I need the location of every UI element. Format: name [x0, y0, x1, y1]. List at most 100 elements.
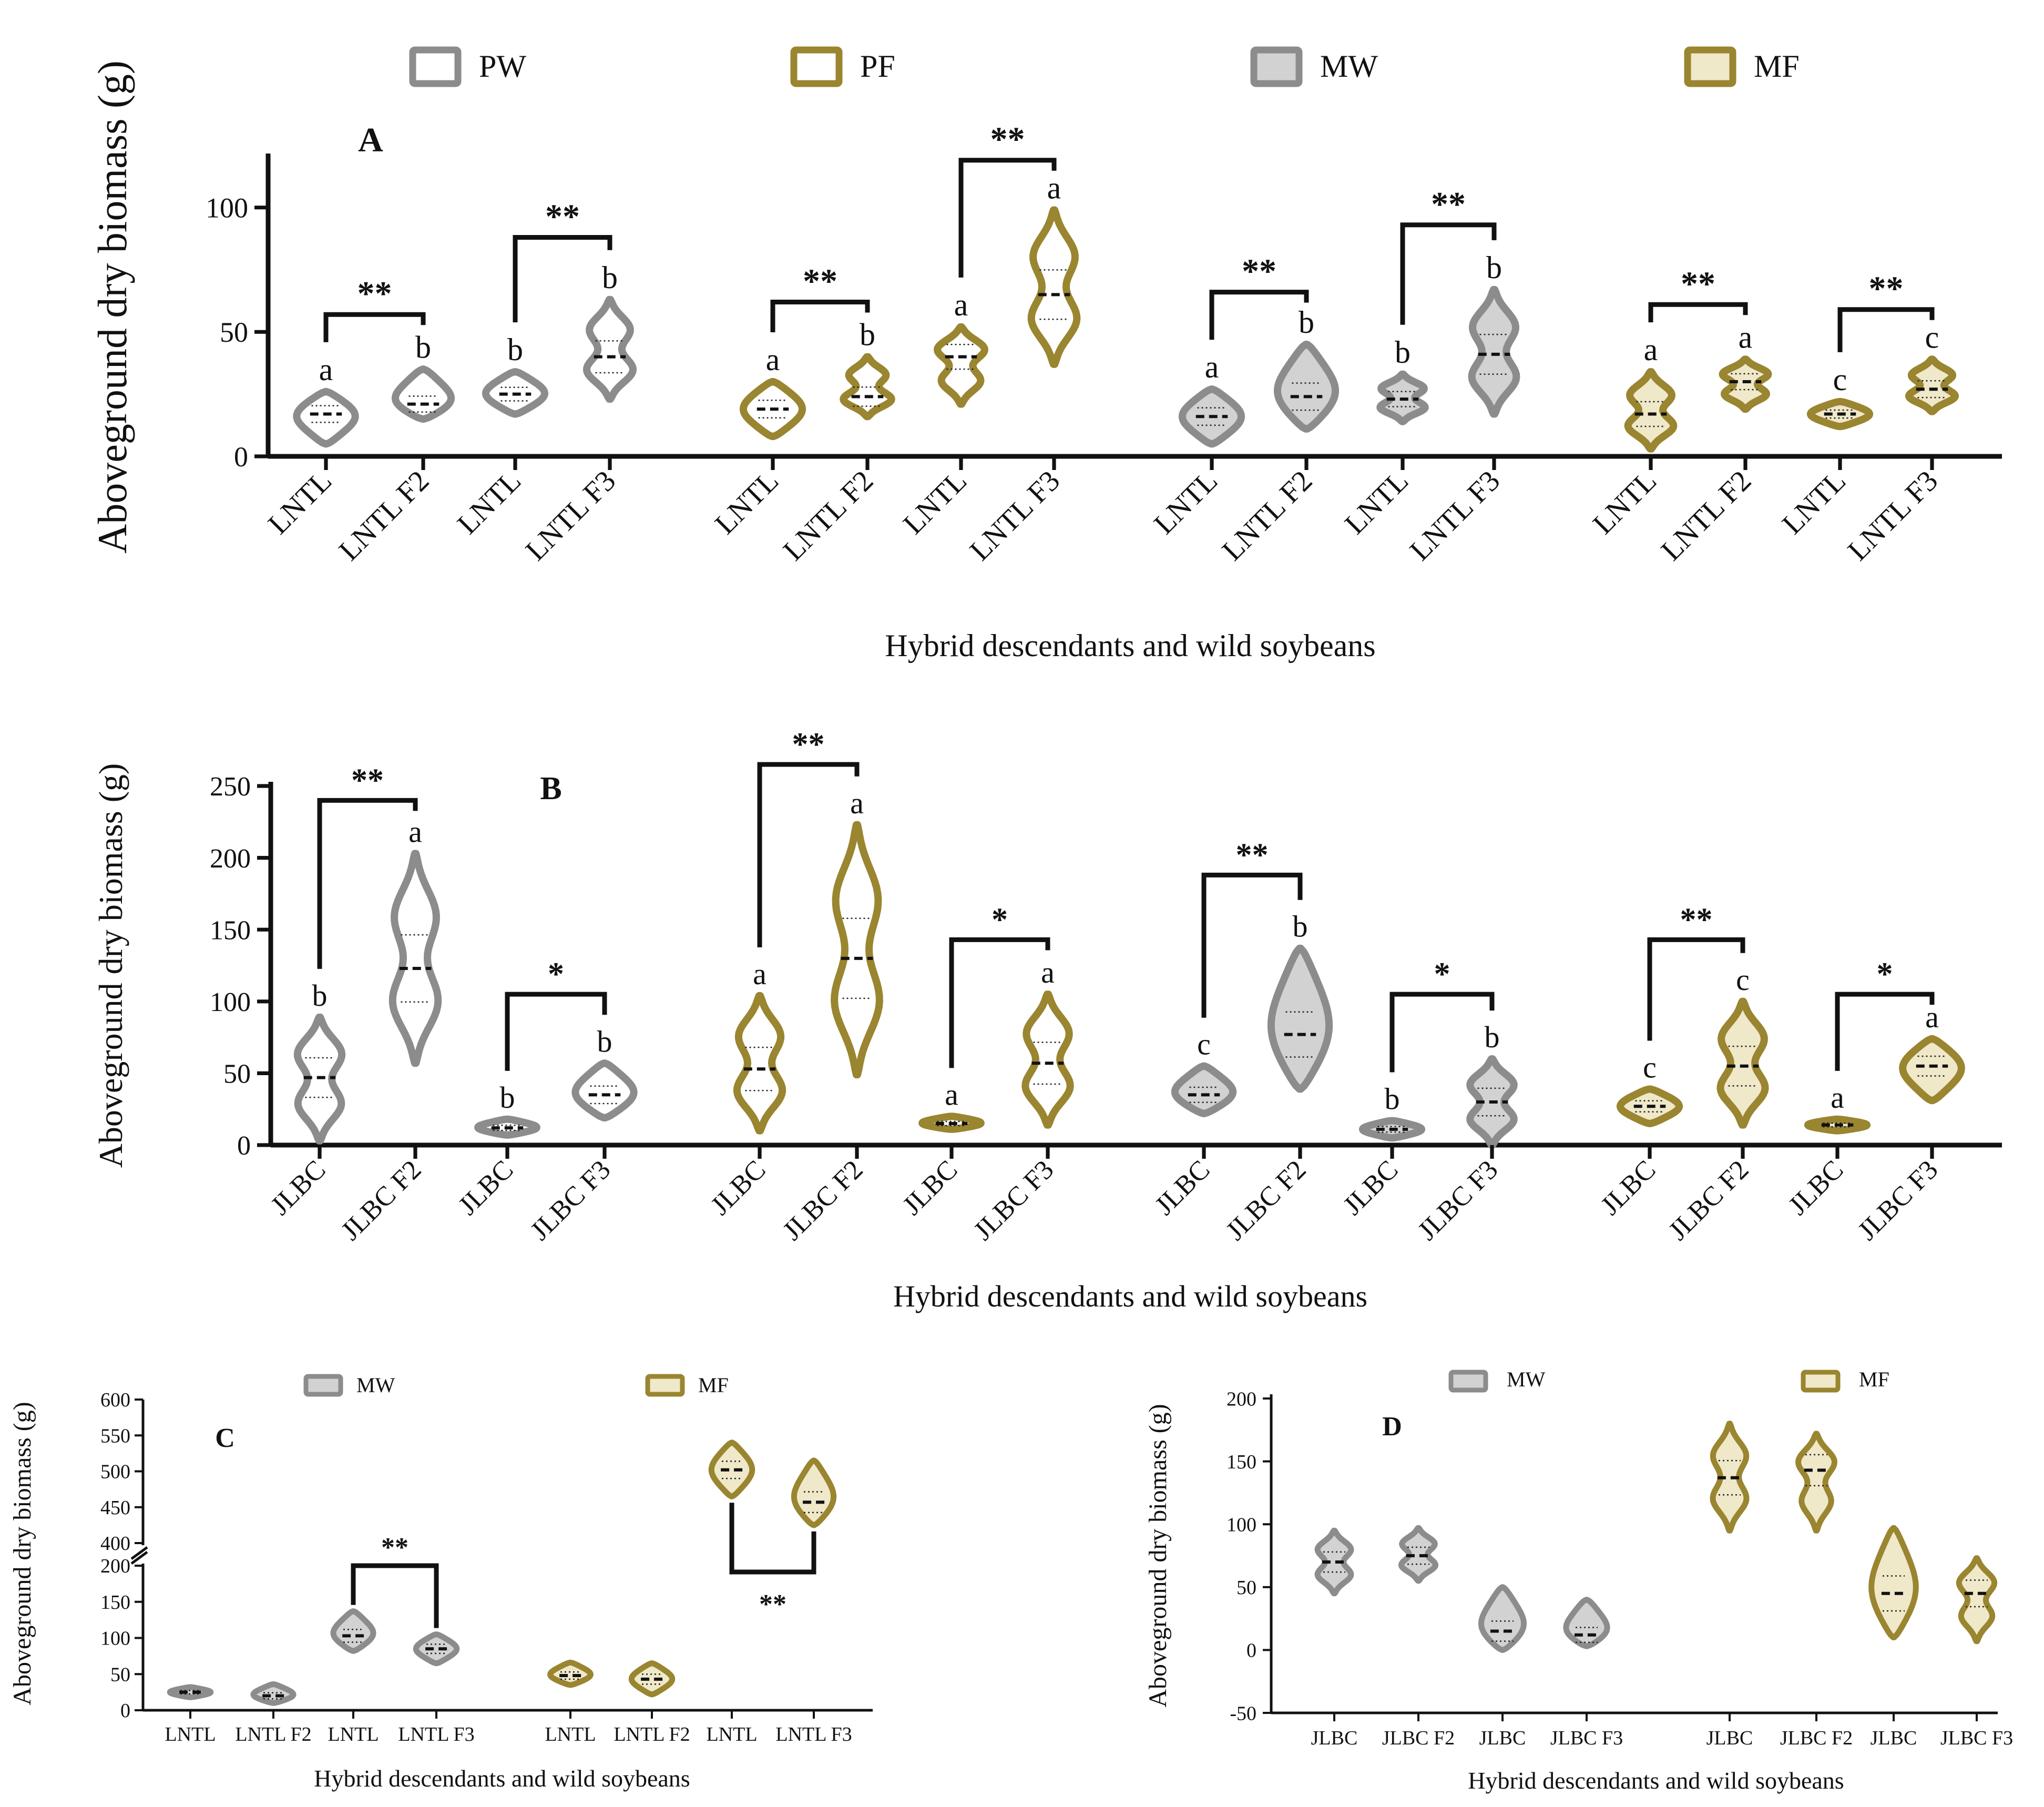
violin-5 — [739, 378, 806, 441]
x-tick-label: JLBC F2 — [1780, 1727, 1853, 1749]
group-letter: a — [850, 786, 864, 820]
y-tick-label: 50 — [223, 1059, 251, 1089]
y-tick-label: 500 — [100, 1461, 130, 1483]
y-tick-label: 0 — [1246, 1640, 1256, 1662]
violin-body — [1267, 944, 1333, 1093]
violin-body — [1905, 355, 1959, 415]
violin-body — [934, 323, 988, 408]
x-tick-label: LNTL F3 — [775, 1723, 852, 1745]
significance-bracket — [770, 300, 870, 332]
x-tick-label: LNTL F2 — [1655, 464, 1757, 567]
violin-5 — [1710, 1421, 1750, 1534]
violin-body — [1171, 1062, 1237, 1117]
group-letter: a — [1925, 1000, 1939, 1034]
x-tick-label: JLBC — [453, 1155, 519, 1221]
violin-body — [167, 1684, 214, 1700]
group-letter: a — [1047, 170, 1061, 205]
significance-bracket — [958, 158, 1057, 278]
x-tick-label: LNTL — [165, 1723, 216, 1745]
legend-swatch — [1801, 1370, 1841, 1393]
violin-14 — [1719, 355, 1772, 413]
significance-label: ** — [990, 120, 1025, 159]
significance-label: ** — [1431, 185, 1466, 223]
panel-a: 0 50 100 Aboveground dry biomass (g) A LNTL a L… — [89, 46, 2002, 663]
violin-4 — [582, 295, 637, 403]
violin-body — [1956, 1555, 1998, 1645]
x-tick-label: JLBC F2 — [1382, 1727, 1455, 1749]
significance-label: * — [1434, 956, 1450, 992]
y-tick-label: 0 — [234, 441, 248, 473]
group-letter: b — [1385, 1082, 1400, 1116]
violin-body — [791, 1457, 837, 1528]
group-letter: a — [1041, 955, 1055, 989]
legend-swatch — [645, 1374, 685, 1397]
x-tick-label: LNTL F3 — [964, 464, 1066, 567]
violin-8 — [791, 1457, 837, 1528]
violin-7 — [934, 323, 988, 408]
violin-9 — [1171, 1062, 1237, 1117]
violin-4 — [571, 1059, 638, 1122]
legend-label: MW — [1320, 49, 1378, 84]
x-tick-label: LNTL — [262, 464, 338, 540]
y-tick-label: 0 — [120, 1700, 130, 1722]
x-axis-title: Hybrid descendants and wild soybeans — [885, 628, 1375, 663]
x-tick-label: LNTL F2 — [614, 1723, 690, 1745]
y-axis-title: Aboveground dry biomass (g) — [89, 60, 135, 554]
x-tick-label: JLBC F3 — [1412, 1155, 1504, 1246]
significance-label: ** — [1236, 837, 1269, 873]
y-tick-label: 150 — [100, 1591, 130, 1614]
violin-body — [293, 387, 359, 448]
violin-6 — [1795, 1431, 1837, 1534]
x-tick-label: LNTL — [1148, 464, 1224, 540]
x-tick-label: LNTL F2 — [777, 464, 880, 567]
group-letter: a — [954, 288, 968, 322]
x-tick-label: JLBC — [1706, 1727, 1753, 1749]
panel-b: 0 50 100 150 200 250 Aboveground dry biomass (… — [92, 727, 2002, 1313]
violin-body — [733, 992, 786, 1135]
x-tick-label: LNTL F2 — [235, 1723, 311, 1745]
violin-body — [1563, 1597, 1610, 1649]
legend-swatch — [790, 46, 843, 87]
violin-13 — [1616, 1085, 1683, 1127]
y-tick-label: 200 — [100, 1555, 130, 1577]
x-tick-label: JLBC F3 — [1852, 1155, 1944, 1246]
x-tick-label: JLBC — [1871, 1727, 1917, 1749]
significance-bracket — [1648, 302, 1748, 323]
legend-swatch — [409, 46, 462, 87]
x-tick-label: JLBC — [705, 1155, 771, 1221]
violin-body — [1021, 991, 1074, 1129]
y-tick-label: 50 — [220, 317, 248, 348]
significance-label: * — [992, 902, 1008, 937]
violin-5 — [733, 992, 786, 1135]
violin-body — [1899, 1035, 1965, 1105]
legend-label: MF — [1754, 49, 1800, 84]
panel-label: A — [358, 121, 383, 159]
y-tick-label: 450 — [100, 1497, 130, 1519]
violin-body — [1795, 1431, 1837, 1534]
group-letter: a — [766, 342, 780, 377]
x-tick-label: JLBC F2 — [1220, 1155, 1312, 1246]
x-tick-label: LNTL F3 — [1404, 464, 1506, 567]
y-tick-label: 200 — [1227, 1388, 1256, 1410]
group-letter: c — [1833, 362, 1847, 397]
group-letter: a — [1205, 350, 1219, 384]
violin-15 — [1806, 397, 1874, 431]
group-letter: b — [415, 330, 431, 364]
violin-2 — [389, 850, 442, 1067]
x-axis-title: Hybrid descendants and wild soybeans — [314, 1765, 690, 1792]
legend-label: PF — [860, 49, 895, 84]
violin-body — [330, 1608, 376, 1654]
y-tick-label: 100 — [210, 987, 251, 1017]
violin-3 — [474, 1115, 540, 1139]
y-tick-label: 50 — [110, 1663, 130, 1686]
violin-body — [840, 353, 895, 421]
x-axis-title: Hybrid descendants and wild soybeans — [893, 1279, 1367, 1313]
violin-2 — [250, 1681, 297, 1706]
violin-body — [628, 1660, 676, 1698]
violin-body — [1468, 285, 1520, 418]
violin-body — [1478, 1584, 1527, 1653]
x-tick-label: JLBC F2 — [1663, 1155, 1754, 1246]
significance-bracket — [757, 762, 860, 947]
panel-d: -50 0 50 100 150 200 Aboveground dry biomass (… — [1144, 1367, 2013, 1794]
